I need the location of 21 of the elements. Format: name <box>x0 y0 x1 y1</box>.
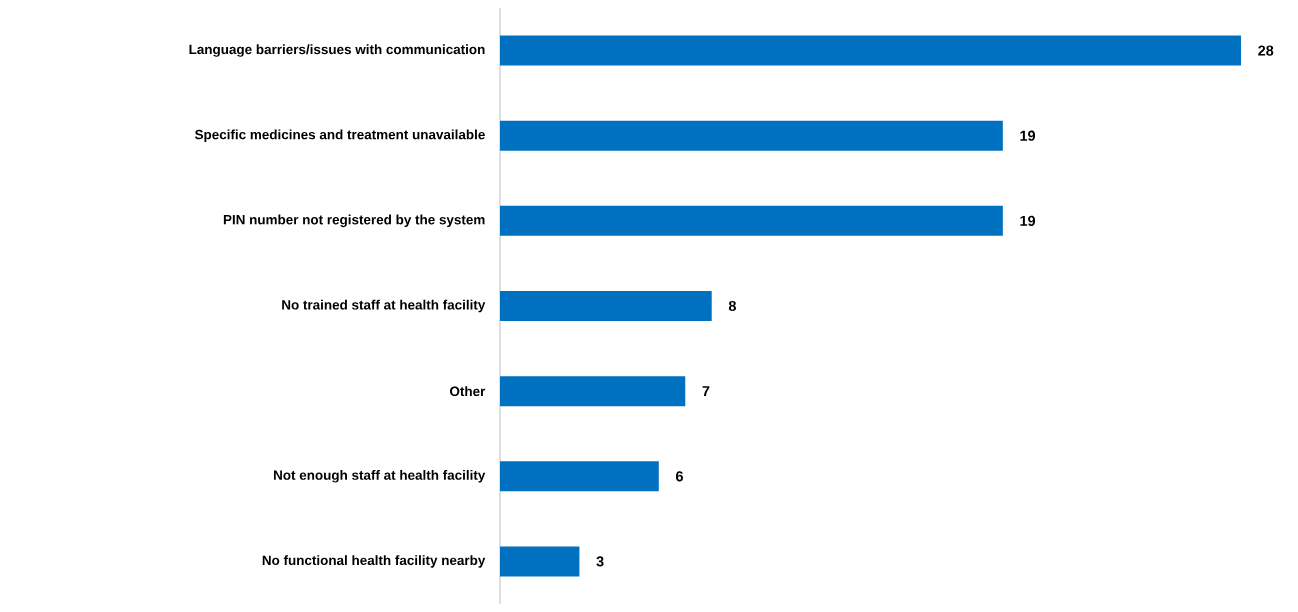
y-tick-label: No trained staff at health facility <box>282 299 486 313</box>
bar <box>500 205 1003 236</box>
bar <box>500 376 686 407</box>
data-label: 28 <box>1258 45 1274 56</box>
bar <box>500 120 1003 151</box>
bar <box>500 35 1242 66</box>
data-label: 6 <box>676 471 683 482</box>
bar <box>500 291 712 322</box>
y-tick-label: PIN number not registered by the system <box>223 214 485 228</box>
data-label: 19 <box>1020 130 1036 141</box>
bar <box>500 546 580 577</box>
data-label: 19 <box>1020 215 1036 226</box>
y-tick-label: Not enough staff at health facility <box>274 469 486 483</box>
data-label: 3 <box>596 556 604 567</box>
data-label: 8 <box>728 300 736 312</box>
y-tick-label: Specific medicines and treatment unavailable <box>194 129 485 142</box>
y-tick-label: Language barriers/issues with communication <box>189 44 485 57</box>
data-label: 7 <box>702 386 710 397</box>
bar <box>500 461 659 492</box>
y-tick-label: No functional health facility nearby <box>262 555 486 568</box>
y-tick-label: Other <box>450 386 486 397</box>
